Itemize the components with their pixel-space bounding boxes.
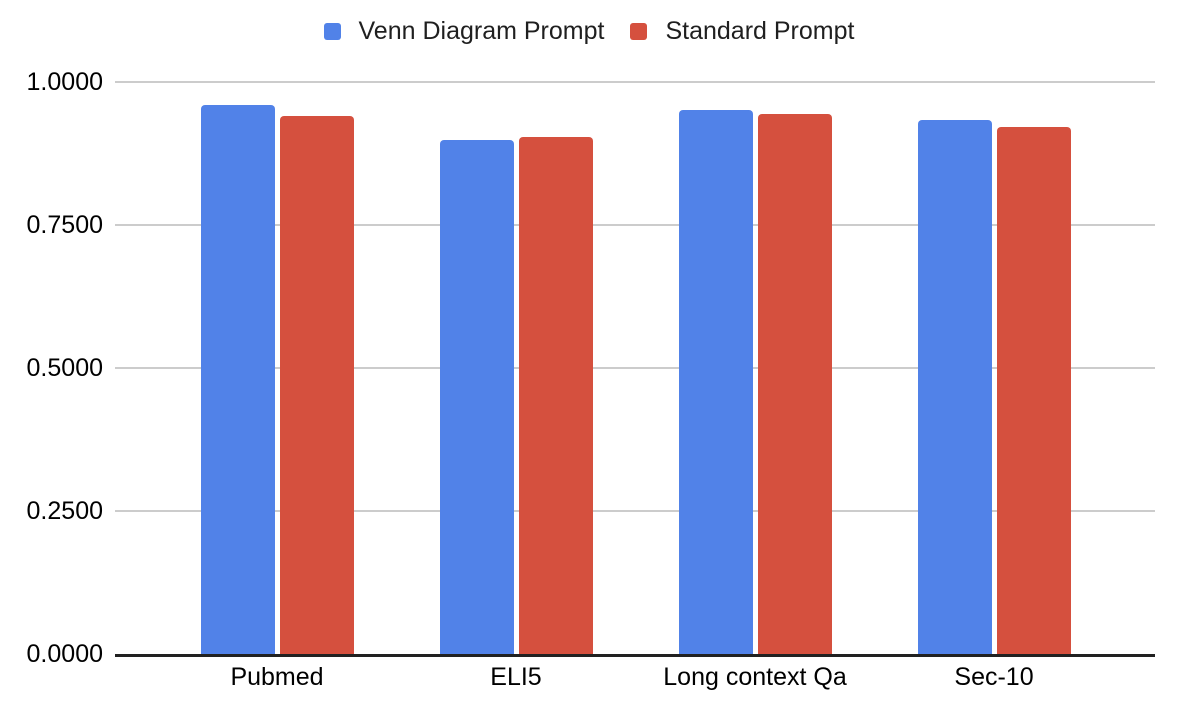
legend-label: Venn Diagram Prompt — [358, 17, 605, 45]
bar-venn-diagram-prompt-sec-10[interactable] — [917, 119, 992, 654]
plot-area: Pubmed ELI5 Long context Qa Sec-10 — [115, 81, 1155, 691]
x-axis-label-eli5: ELI5 — [490, 663, 542, 691]
x-axis-label-long-context-qa: Long context Qa — [663, 663, 847, 691]
x-axis-line — [115, 654, 1155, 657]
legend-label: Standard Prompt — [665, 17, 855, 45]
bar-venn-diagram-prompt-long-context-qa[interactable] — [678, 110, 753, 654]
gridline — [115, 81, 1155, 83]
legend-swatch-icon — [630, 22, 648, 40]
bar-venn-diagram-prompt-pubmed[interactable] — [200, 104, 275, 654]
legend-swatch-icon — [323, 22, 341, 40]
gridline — [115, 224, 1155, 226]
bar-standard-prompt-long-context-qa[interactable] — [757, 114, 832, 654]
gridline — [115, 510, 1155, 512]
y-axis-tick-label: 0.2500 — [26, 497, 103, 525]
bar-standard-prompt-eli5[interactable] — [518, 137, 593, 654]
bar-standard-prompt-pubmed[interactable] — [279, 116, 354, 654]
bar-standard-prompt-sec-10[interactable] — [996, 127, 1071, 654]
x-axis-label-pubmed: Pubmed — [230, 663, 324, 691]
y-axis-tick-label: 0.5000 — [26, 354, 103, 382]
chart-legend: Venn Diagram Prompt Standard Prompt — [0, 15, 1178, 47]
y-axis-tick-label: 0.7500 — [26, 211, 103, 239]
legend-item-standard-prompt[interactable]: Standard Prompt — [630, 16, 854, 46]
x-axis-label-sec-10: Sec-10 — [954, 663, 1034, 691]
y-axis-tick-label: 0.0000 — [26, 640, 103, 668]
y-axis-tick-label: 1.0000 — [26, 68, 103, 96]
legend-item-venn-diagram-prompt[interactable]: Venn Diagram Prompt — [323, 16, 605, 46]
bar-venn-diagram-prompt-eli5[interactable] — [439, 140, 514, 654]
gridline — [115, 367, 1155, 369]
